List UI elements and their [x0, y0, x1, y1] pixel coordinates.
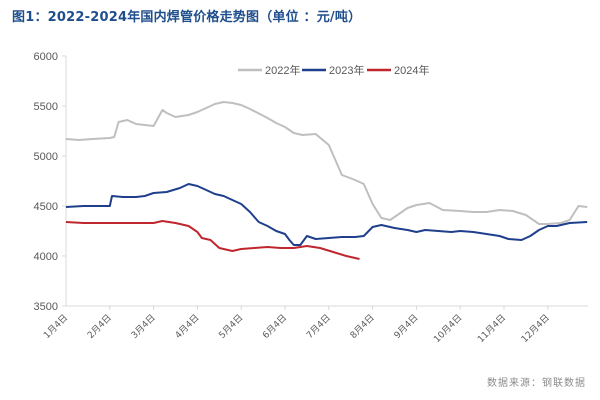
x-tick-label: 2月4日 — [85, 312, 114, 341]
y-tick-label: 5500 — [34, 101, 58, 113]
x-tick-label: 5月4日 — [217, 312, 246, 341]
y-tick-label: 4500 — [34, 201, 58, 213]
legend: 2022年 2023年 2024年 — [238, 63, 429, 77]
data-source: 数据来源：钢联数据 — [487, 378, 586, 389]
x-tick-label: 1月4日 — [42, 312, 71, 341]
legend-label: 2024年 — [394, 63, 429, 77]
axes: 3500 4000 4500 5000 5500 6000 1月4日 2月4日 3月4日 4月4日… — [34, 51, 588, 345]
chart-title: 图1：2022-2024年国内焊管价格走势图（单位 ：元/吨） — [12, 10, 362, 25]
series-line-2023 — [65, 183, 588, 246]
legend-label: 2023年 — [329, 63, 364, 77]
y-tick-label: 4000 — [34, 251, 58, 263]
series-line-2022 — [65, 101, 588, 225]
x-tick-label: 7月4日 — [304, 312, 333, 341]
x-tick-label: 3月4日 — [129, 312, 158, 341]
series-line-2024 — [65, 220, 360, 260]
x-tick-label: 10月4日 — [432, 312, 465, 345]
x-tick-label: 6月4日 — [261, 312, 290, 341]
series-lines — [65, 101, 588, 260]
y-tick-label: 5000 — [34, 151, 58, 163]
y-tick-label: 3500 — [34, 301, 58, 313]
x-tick-label: 4月4日 — [173, 312, 202, 341]
x-tick-label: 9月4日 — [392, 312, 421, 341]
y-tick-label: 6000 — [34, 51, 58, 63]
x-tick-label: 8月4日 — [348, 312, 377, 341]
x-tick-label: 12月4日 — [519, 312, 552, 345]
legend-label: 2022年 — [265, 63, 300, 77]
x-tick-label: 11月4日 — [475, 312, 508, 345]
